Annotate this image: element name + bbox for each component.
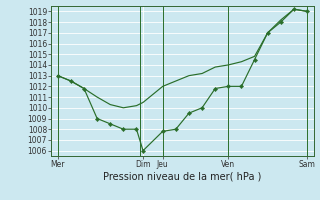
X-axis label: Pression niveau de la mer( hPa ): Pression niveau de la mer( hPa ): [103, 172, 261, 182]
